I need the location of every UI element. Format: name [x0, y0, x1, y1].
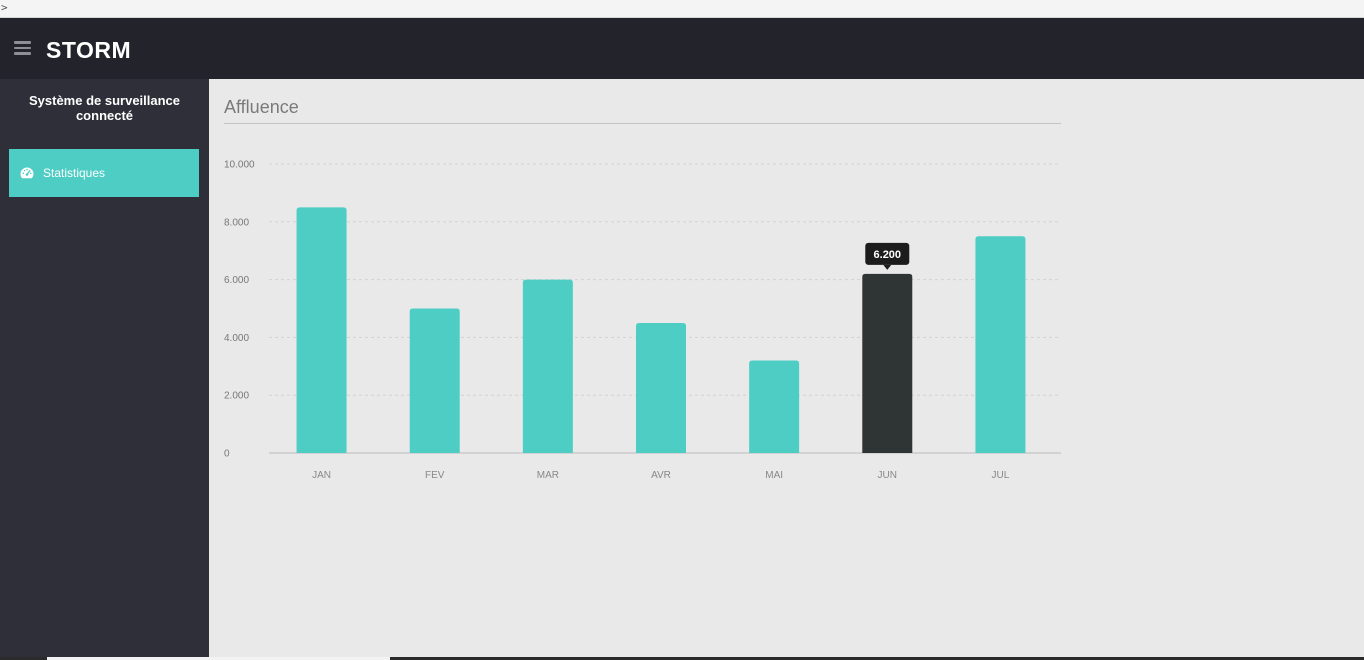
x-tick-label: JUN [878, 470, 897, 481]
browser-frame: > [0, 0, 1364, 18]
bar-jul[interactable] [975, 236, 1026, 453]
x-tick-label: AVR [651, 470, 671, 481]
sidebar-item-label: Statistiques [43, 166, 106, 180]
y-tick-label: 0 [224, 449, 230, 460]
bar-chart: 0 2.000 4.000 6.000 8.000 10.000 JAN FEV MAR AVR M… [224, 160, 1061, 481]
brand-logo[interactable]: STORM [46, 37, 132, 63]
top-navbar: STORM [0, 18, 1364, 79]
sidebar-item-statistiques[interactable]: Statistiques [9, 149, 199, 197]
section-title: Affluence [224, 97, 299, 117]
x-tick-label: JUL [992, 470, 1010, 481]
caret-glyph: > [1, 1, 8, 14]
x-tick-label: FEV [425, 470, 445, 481]
x-tick-label: MAR [537, 470, 559, 481]
tooltip-box [865, 242, 910, 265]
y-tick-label: 10.000 [224, 160, 255, 171]
y-tick-label: 8.000 [224, 217, 249, 228]
main-content: Affluence 0 2.000 4.000 6.000 8.000 10.000 JAN… [209, 79, 1364, 660]
window-bottom-edge [0, 657, 1364, 660]
bar-fev[interactable] [409, 308, 460, 454]
x-tick-label: MAI [765, 470, 783, 481]
bar-mar[interactable] [522, 279, 573, 453]
sidebar: Système de surveillance connecté Statist… [0, 79, 209, 660]
y-tick-label: 6.000 [224, 275, 249, 286]
tooltip-pointer [883, 264, 892, 270]
bar-jun[interactable] [862, 273, 913, 453]
y-tick-label: 4.000 [224, 333, 249, 344]
hamburger-icon[interactable] [14, 41, 31, 55]
x-tick-label: JAN [312, 470, 331, 481]
y-tick-label: 2.000 [224, 391, 249, 402]
dashboard-gauge-icon [20, 167, 34, 179]
tooltip-value: 6.200 [874, 249, 902, 261]
bar-mai[interactable] [749, 360, 800, 453]
sidebar-title: Système de surveillance connecté [28, 93, 181, 123]
bar-avr[interactable] [636, 322, 686, 453]
section-divider [224, 123, 1061, 124]
bar-jan[interactable] [296, 207, 347, 453]
